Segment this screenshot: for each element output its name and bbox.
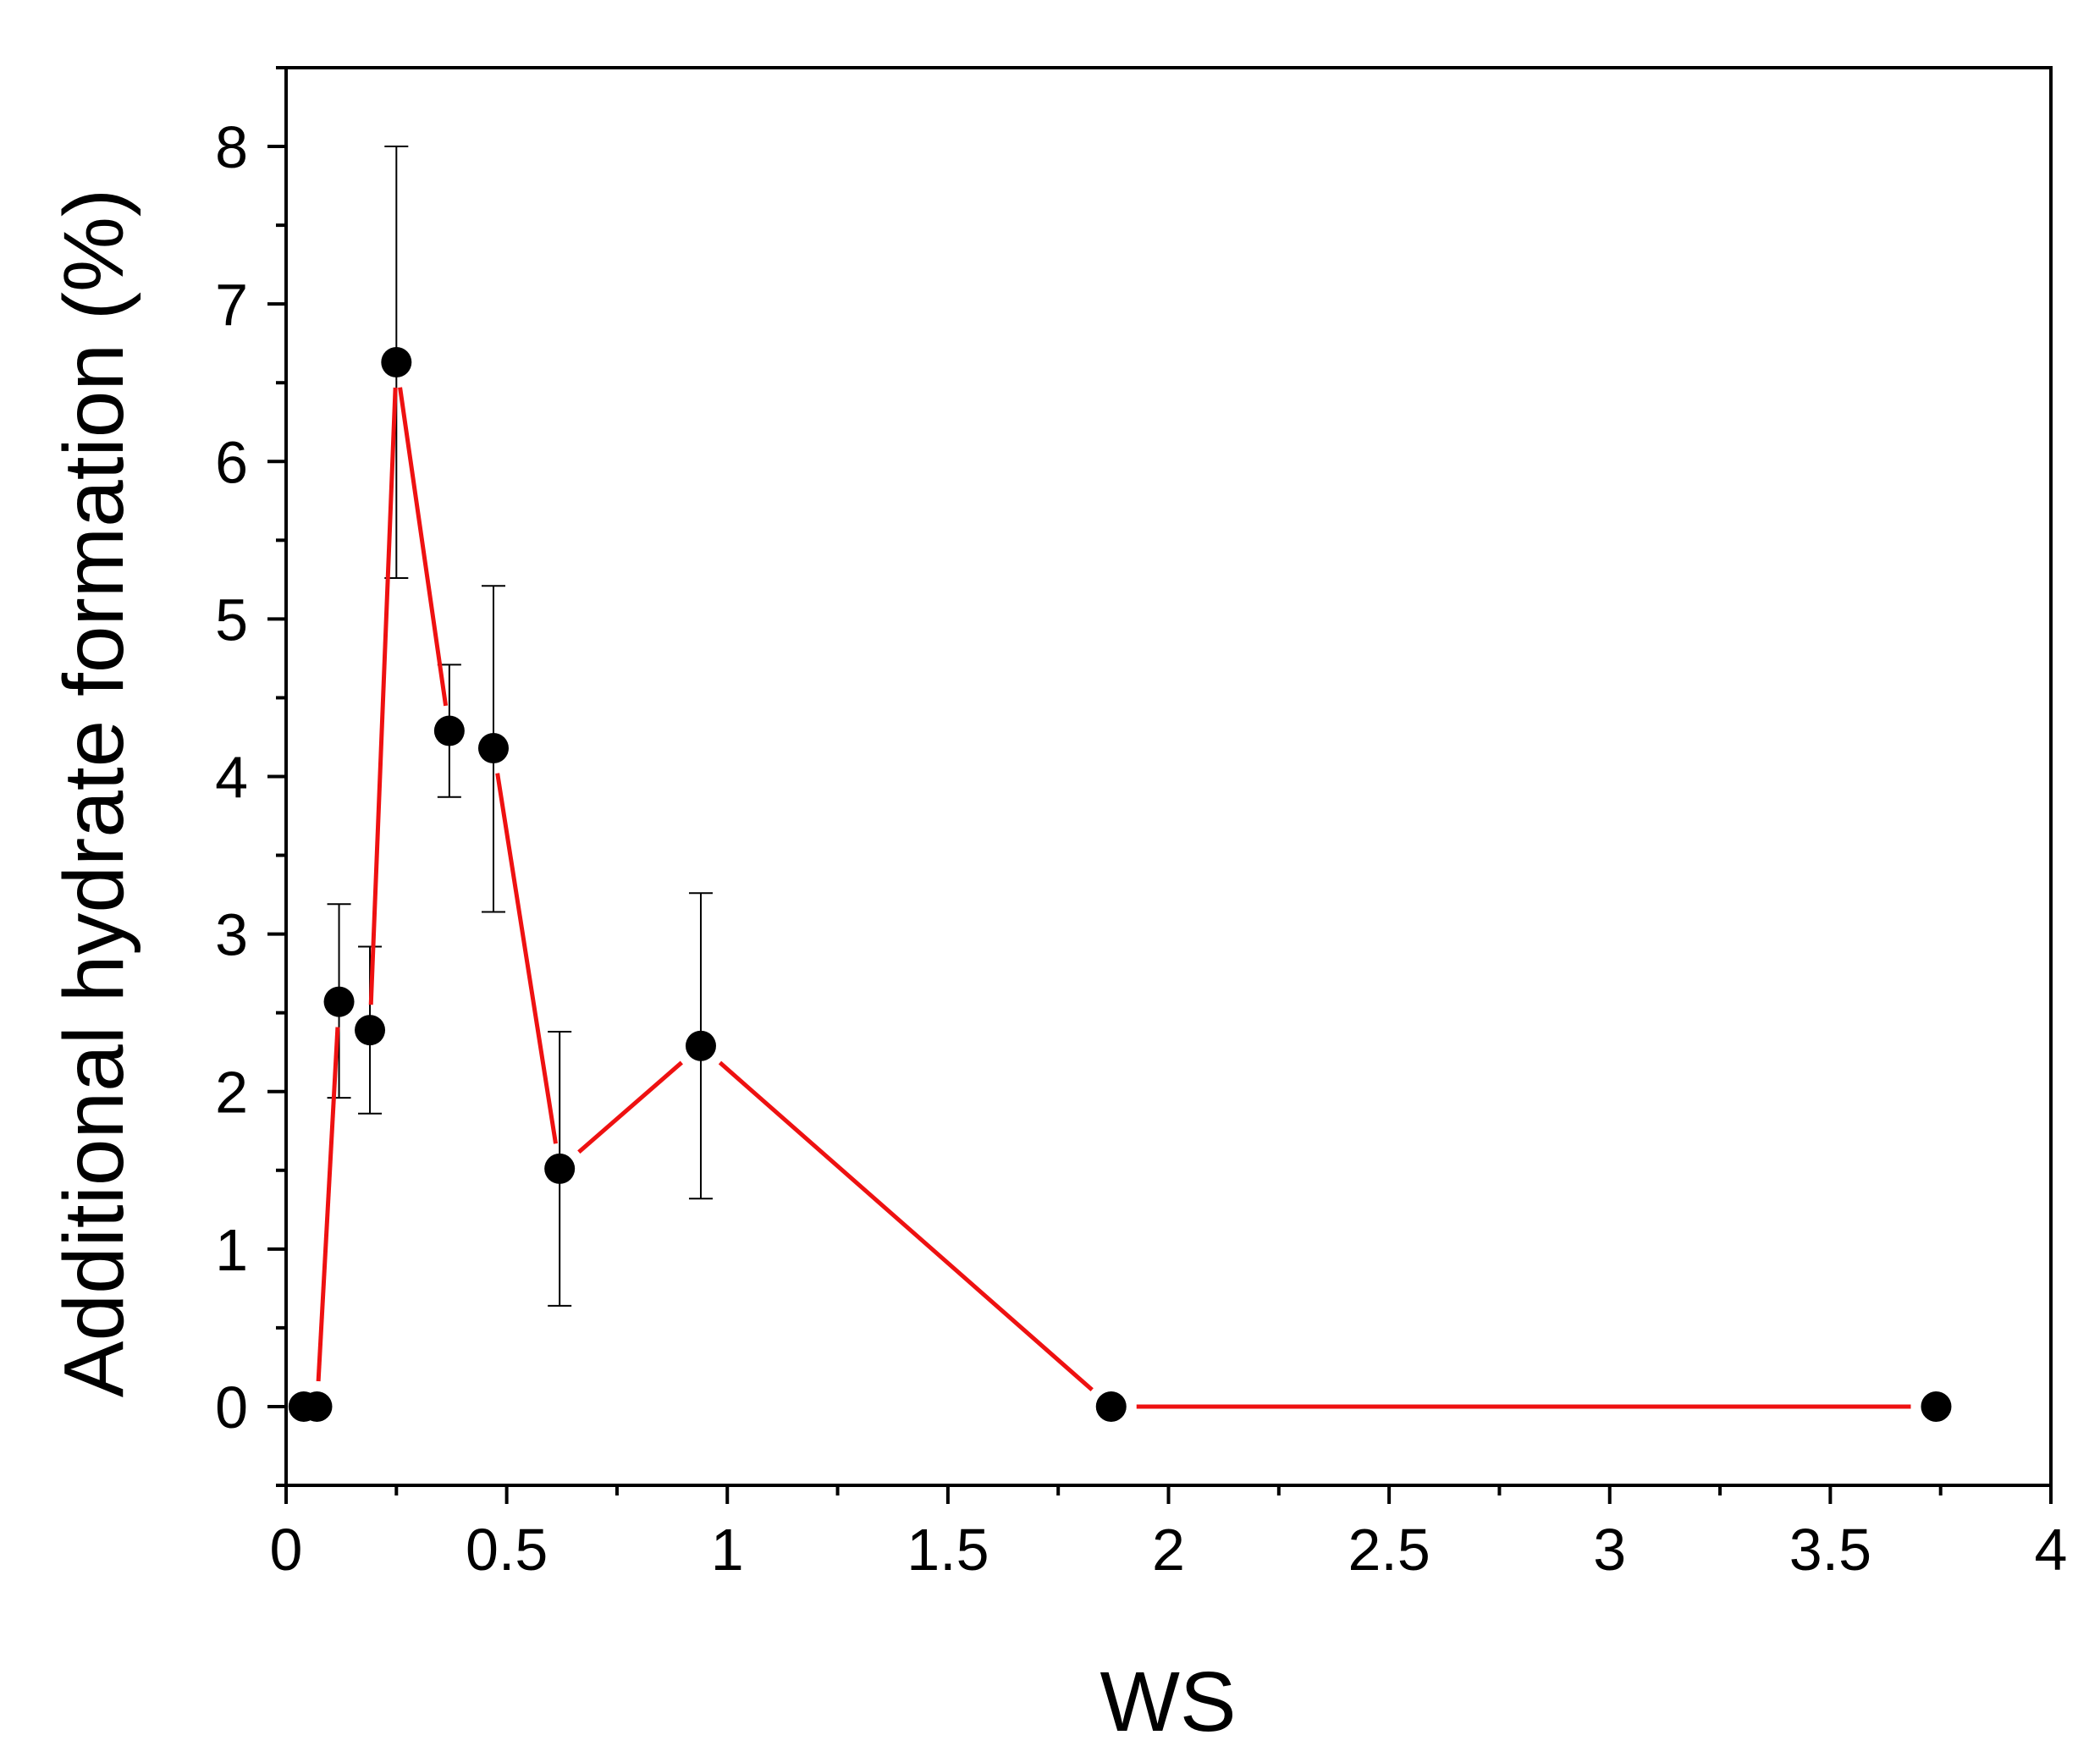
x-tick-label: 1.5 [907, 1517, 989, 1583]
y-tick-label: 1 [215, 1217, 248, 1283]
plot-frame [284, 66, 2053, 1487]
series-line-segment [577, 1060, 683, 1154]
y-axis-title: Additional hydrate formation (%) [47, 189, 141, 1397]
series-line-segment [368, 387, 398, 1005]
series-line-segment [718, 1060, 1094, 1392]
x-tick-label: 3 [1593, 1517, 1626, 1583]
data-point [685, 1030, 716, 1061]
x-axis-title: WS [1100, 1655, 1236, 1749]
x-tick-label: 2.5 [1348, 1517, 1430, 1583]
data-point [477, 733, 509, 763]
x-tick-label: 0.5 [466, 1517, 548, 1583]
series-line-segment [398, 387, 449, 707]
data-point [1095, 1391, 1127, 1422]
y-tick-label: 6 [215, 429, 248, 495]
y-tick-label: 7 [215, 272, 248, 338]
data-point [433, 715, 465, 746]
y-tick-label: 2 [215, 1060, 248, 1126]
x-tick-label: 4 [2035, 1517, 2068, 1583]
y-tick-label: 4 [215, 745, 248, 811]
y-tick-label: 0 [215, 1374, 248, 1440]
data-point [301, 1391, 333, 1422]
y-tick-label: 3 [215, 902, 248, 968]
y-tick-label: 8 [215, 114, 248, 180]
y-tick-label: 5 [215, 587, 248, 653]
data-point [544, 1153, 576, 1184]
x-tick-label: 3.5 [1789, 1517, 1871, 1583]
x-tick-label: 0 [270, 1517, 303, 1583]
error-bars [327, 146, 713, 1307]
axes [267, 66, 2053, 1504]
series-line-segment [316, 1027, 340, 1382]
tick-labels: 0 0.5 1 1.5 2 2.5 3 3.5 4 0 1 2 3 4 5 6 7 8 [215, 114, 2067, 1583]
series-line-segment [495, 773, 558, 1144]
data-point [323, 986, 355, 1017]
data-point [381, 347, 412, 378]
data-point [355, 1015, 386, 1046]
x-tick-label: 1 [711, 1517, 744, 1583]
data-point [1921, 1391, 1952, 1422]
data-series [288, 347, 1952, 1422]
x-tick-label: 2 [1152, 1517, 1185, 1583]
